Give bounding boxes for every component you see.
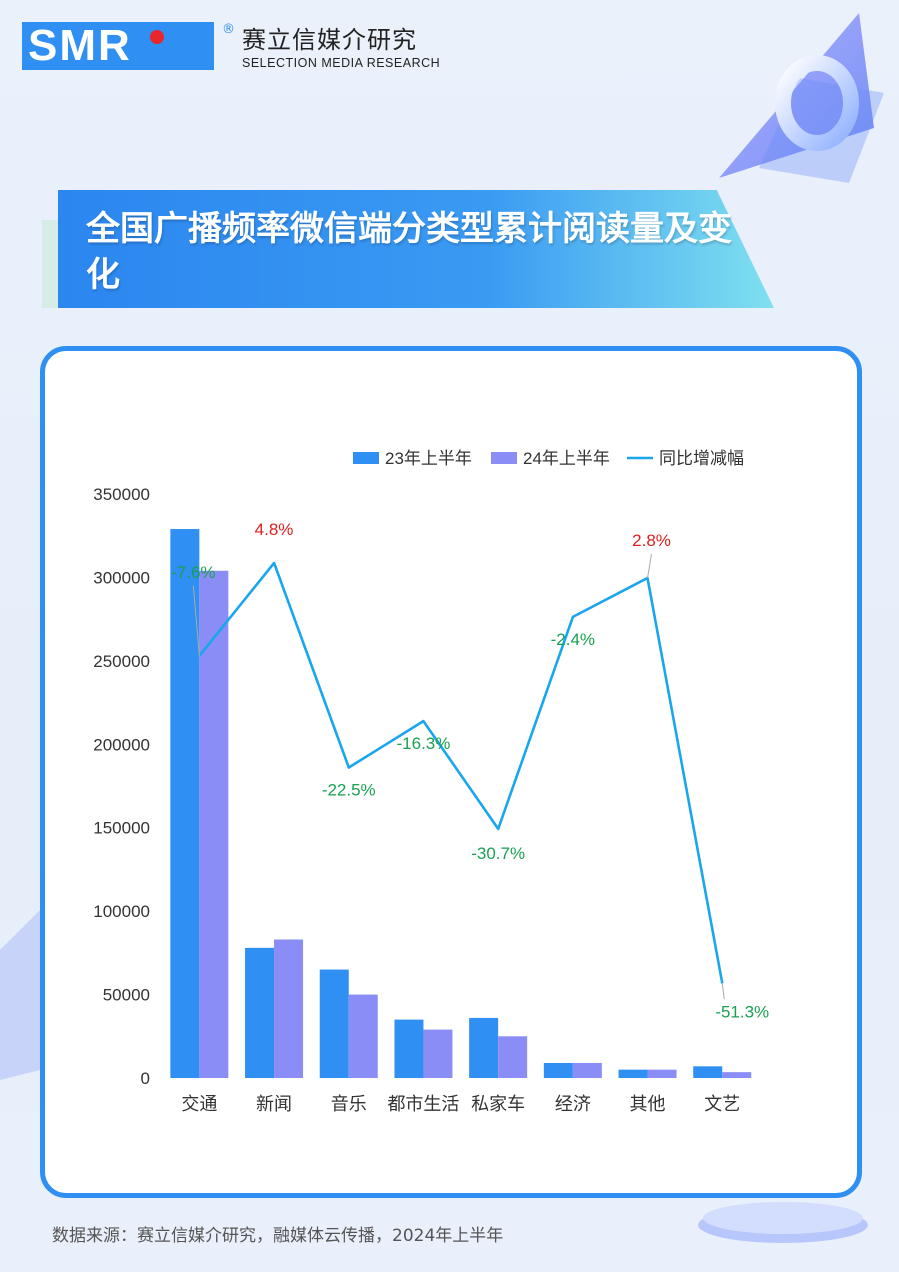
brand-logo: SMR ® 赛立信媒介研究 SELECTION MEDIA RESEARCH <box>22 20 452 74</box>
y-tick-label: 350000 <box>93 485 150 504</box>
y-tick-label: 150000 <box>93 819 150 838</box>
bar-24h1 <box>572 1062 602 1078</box>
bar-23h1 <box>693 1066 723 1078</box>
x-tick-label: 音乐 <box>331 1094 367 1114</box>
x-tick-label: 经济 <box>555 1094 591 1114</box>
chart-title: 全国广播频率微信端分类型累计阅读量及变化 <box>86 209 732 295</box>
logo-mark: SMR <box>22 22 214 70</box>
bar-23h1 <box>394 1019 424 1078</box>
data-label-leader <box>721 983 725 1000</box>
bar-23h1 <box>543 1062 573 1078</box>
yoy-data-label: -2.4% <box>551 630 595 649</box>
y-tick-label: 0 <box>141 1069 150 1088</box>
yoy-change-line <box>198 561 724 984</box>
data-label-leader <box>192 585 200 656</box>
bar-24h1 <box>647 1069 677 1078</box>
bar-24h1 <box>348 994 378 1078</box>
y-tick-label: 300000 <box>93 568 150 587</box>
x-tick-label: 交通 <box>181 1094 217 1114</box>
y-tick-label: 250000 <box>93 652 150 671</box>
bar-23h1 <box>319 969 349 1078</box>
legend-label: 23年上半年 <box>385 449 472 468</box>
bar-24h1 <box>274 939 304 1078</box>
logo-name-en: SELECTION MEDIA RESEARCH <box>242 56 441 70</box>
source-note: 数据来源：赛立信媒介研究，融媒体云传播，2024年上半年 <box>52 1226 504 1246</box>
x-tick-label: 文艺 <box>704 1094 740 1114</box>
bar-24h1 <box>199 570 229 1078</box>
registered-mark: ® <box>222 22 235 37</box>
yoy-data-label: -30.7% <box>471 844 525 863</box>
bar-23h1 <box>170 529 200 1078</box>
bar-24h1 <box>722 1072 752 1078</box>
data-label-leader <box>647 553 653 579</box>
legend-swatch <box>353 452 379 464</box>
legend-swatch <box>491 452 517 464</box>
legend-label: 24年上半年 <box>523 449 610 468</box>
title-banner <box>58 190 774 308</box>
bar-23h1 <box>245 947 275 1078</box>
yoy-data-label: 4.8% <box>255 520 294 539</box>
x-tick-label: 私家车 <box>471 1094 525 1114</box>
yoy-data-label: -22.5% <box>322 781 376 800</box>
y-tick-label: 100000 <box>93 902 150 921</box>
decorative-left-shape <box>0 910 40 1080</box>
bar-24h1 <box>423 1029 453 1078</box>
chart-card: 0 50000 100000 150000 200000 250000 300000 3500… <box>40 346 862 1198</box>
bar-23h1 <box>469 1017 499 1078</box>
x-tick-label: 其他 <box>630 1094 666 1114</box>
chart-svg: 0 50000 100000 150000 200000 250000 300000 3500… <box>93 449 769 1114</box>
yoy-data-label: 2.8% <box>632 531 671 550</box>
bar-24h1 <box>498 1036 528 1078</box>
decorative-ring-shape <box>719 13 884 183</box>
yoy-data-label: -7.6% <box>171 563 215 582</box>
logo-dot <box>150 30 164 44</box>
logo-name-cn: 赛立信媒介研究 <box>242 26 417 54</box>
y-tick-label: 50000 <box>103 986 150 1005</box>
x-tick-label: 都市生活 <box>387 1094 459 1114</box>
decorative-bottom-disc <box>698 1202 868 1243</box>
y-tick-label: 200000 <box>93 735 150 754</box>
bar-23h1 <box>618 1069 648 1078</box>
legend-label: 同比增减幅 <box>659 449 744 468</box>
yoy-data-label: -51.3% <box>715 1002 769 1021</box>
x-tick-label: 新闻 <box>256 1094 292 1114</box>
yoy-data-label: -16.3% <box>397 734 451 753</box>
